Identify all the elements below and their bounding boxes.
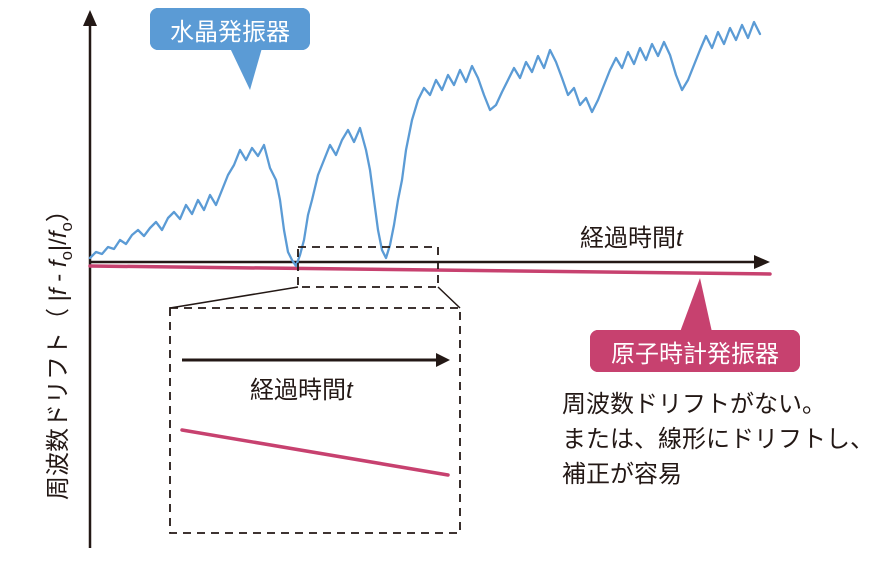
quartz-callout-label: 水晶発振器 [150,8,310,50]
y-axis-label: 周波数ドリフト（ |f - fo|/fo） [38,198,77,500]
inset-x-axis-label: 経過時間t [250,370,353,405]
x-axis-label: 経過時間t [580,218,683,253]
explanation-line: 周波数ドリフトがない。 [562,388,872,423]
explanation-text: 周波数ドリフトがない。または、線形にドリフトし、補正が容易 [562,388,872,492]
atomic-callout-label: 原子時計発振器 [590,330,800,372]
explanation-line: または、線形にドリフトし、 [562,423,872,458]
explanation-line: 補正が容易 [562,458,872,493]
